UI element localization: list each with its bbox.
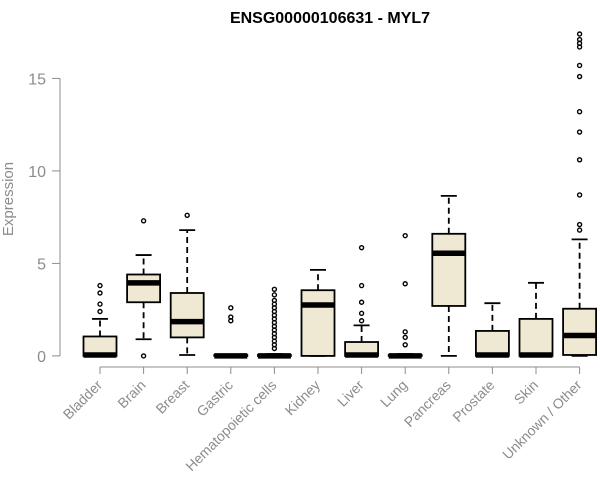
outlier-point: [358, 282, 365, 289]
box-group: [213, 305, 249, 359]
outlier-point: [576, 73, 583, 80]
outlier-point: [358, 299, 365, 305]
outlier-point: [271, 286, 278, 292]
x-tick-label: Bladder: [60, 377, 106, 423]
outlier-point: [576, 108, 583, 115]
outlier-point: [576, 31, 583, 37]
iqr-box: [126, 273, 161, 304]
outlier-point: [402, 329, 408, 335]
x-tick-label: Pancreas: [401, 377, 454, 430]
x-tick-label: Lung: [377, 377, 410, 410]
x-tick-label: Prostate: [449, 377, 497, 425]
x-tick-label: Skin: [511, 377, 542, 408]
box-group: [256, 286, 292, 359]
y-tick-label: 5: [37, 256, 46, 273]
box-group: [169, 212, 205, 356]
outlier-point: [184, 212, 190, 219]
outlier-point: [402, 232, 408, 239]
outlier-point: [358, 244, 365, 251]
x-tick-label: Kidney: [282, 377, 324, 419]
iqr-box: [474, 330, 510, 357]
x-tick-label: Brain: [114, 377, 148, 411]
chart-title: ENSG00000106631 - MYL7: [230, 10, 430, 27]
outlier-point: [576, 62, 583, 69]
outlier-point: [271, 292, 278, 298]
outlier-point: [576, 227, 583, 233]
outlier-point: [97, 290, 103, 296]
iqr-box: [518, 317, 554, 357]
x-tick-label: Unknown / Other: [499, 377, 585, 463]
x-tick-label: Gastric: [193, 377, 236, 420]
box-group: [344, 244, 380, 358]
outlier-point: [97, 282, 103, 289]
iqr-box: [431, 232, 467, 307]
box-group: [126, 218, 161, 359]
outlier-point: [228, 314, 234, 320]
box-group: [82, 282, 118, 358]
x-tick-label: Liver: [334, 377, 367, 410]
y-tick-label: 0: [37, 349, 46, 366]
box-group: [431, 194, 467, 357]
outlier-point: [576, 221, 583, 228]
y-tick-label: 10: [28, 164, 46, 181]
outlier-point: [402, 334, 408, 341]
box-group: [300, 268, 336, 357]
outlier-point: [228, 305, 234, 311]
iqr-box: [300, 289, 336, 357]
iqr-box: [562, 307, 597, 356]
outlier-point: [271, 297, 278, 304]
outlier-point: [576, 129, 583, 135]
y-tick-label: 15: [28, 71, 46, 88]
outlier-point: [576, 157, 583, 163]
outlier-point: [358, 310, 365, 317]
box-group: [562, 31, 597, 357]
outlier-point: [358, 318, 365, 324]
outlier-point: [576, 192, 583, 198]
x-tick-label: Breast: [152, 377, 192, 417]
box-group: [387, 232, 423, 359]
plot-area: [82, 31, 597, 359]
y-axis: 0 5 10 15: [28, 71, 61, 366]
box-group: [474, 302, 510, 358]
outlier-point: [140, 218, 147, 224]
y-axis-label: Expression: [0, 162, 17, 236]
outlier-point: [97, 301, 103, 307]
outlier-point: [140, 353, 147, 359]
outlier-point: [576, 36, 583, 43]
outlier-point: [97, 308, 103, 315]
outlier-point: [402, 281, 408, 287]
outlier-point: [402, 342, 408, 348]
iqr-box: [169, 292, 205, 339]
box-group: [518, 281, 554, 358]
